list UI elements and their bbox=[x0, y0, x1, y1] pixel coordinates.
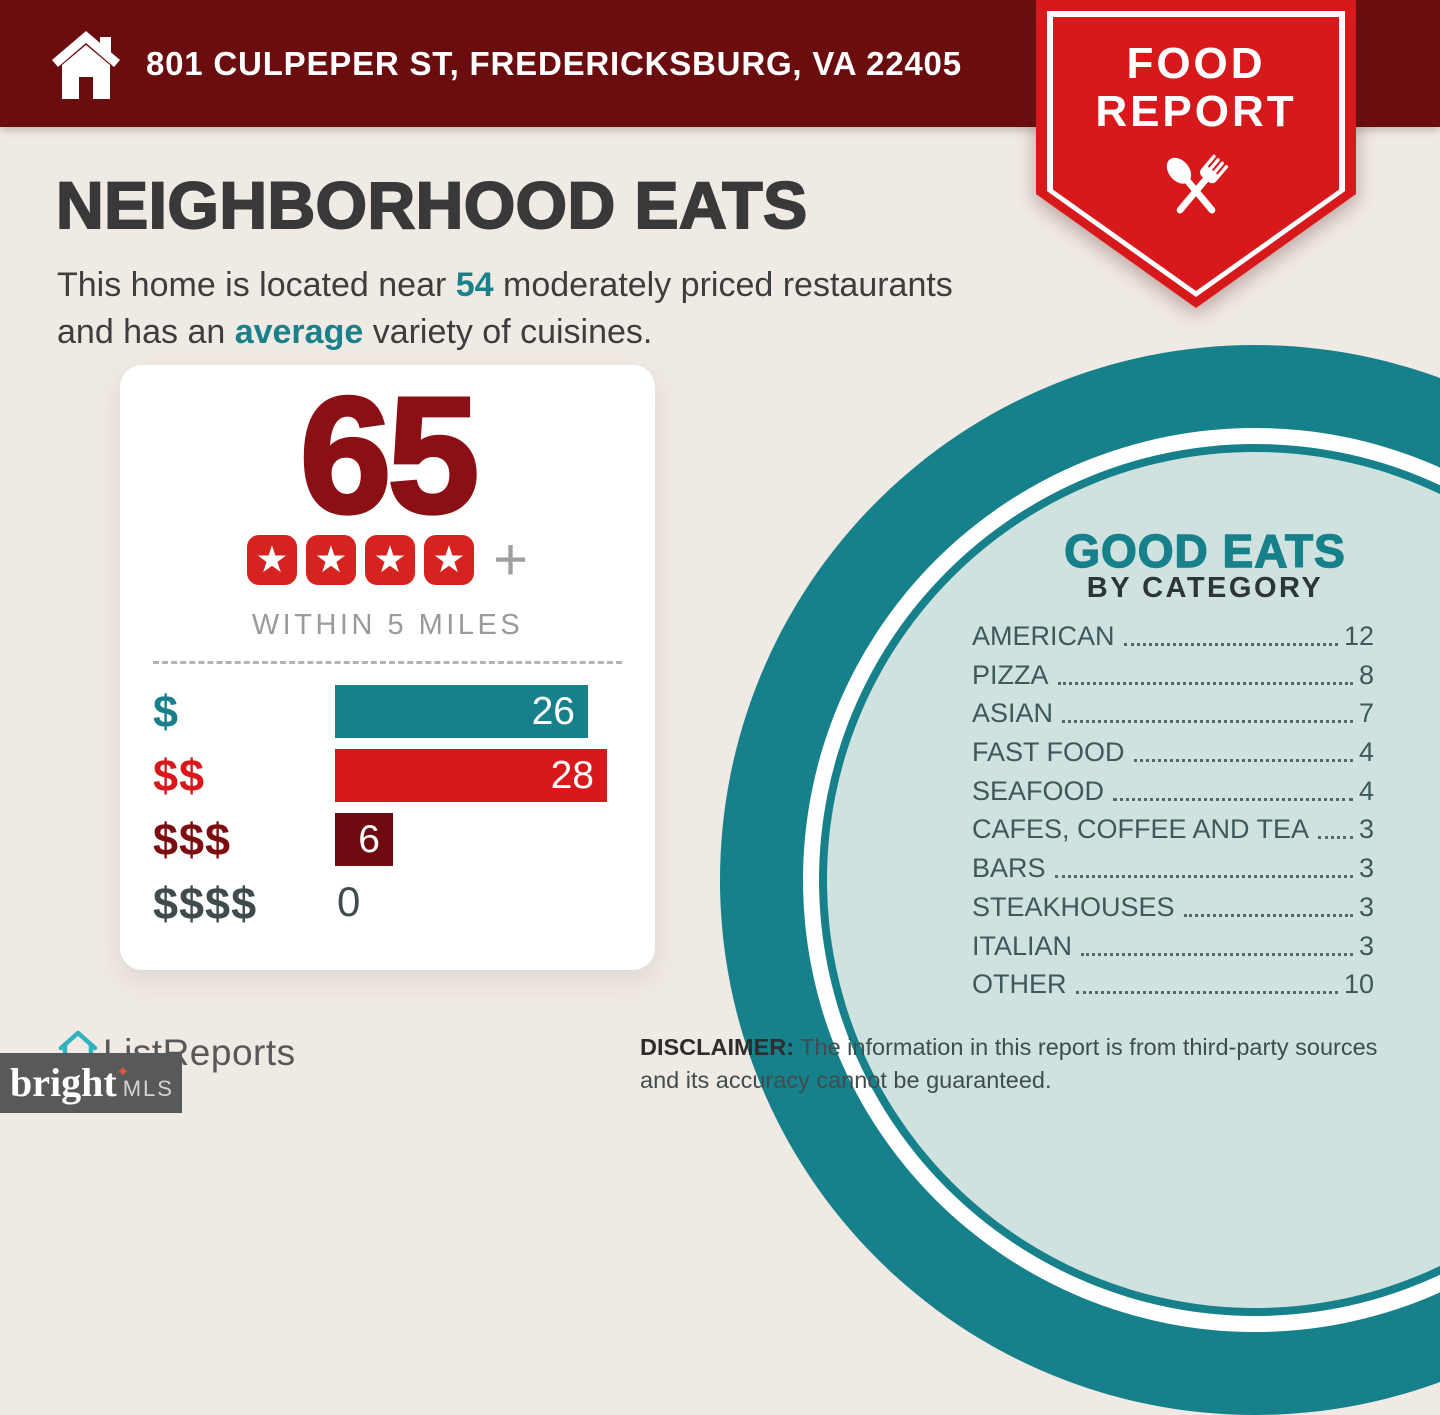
category-count: 7 bbox=[1358, 698, 1374, 729]
dotted-leader bbox=[1057, 681, 1353, 685]
category-row: ITALIAN 3 bbox=[972, 930, 1374, 962]
bright-wordmark: bright bbox=[10, 1060, 117, 1105]
good-eats-title: GOOD EATS bbox=[1063, 524, 1346, 577]
plus-icon: + bbox=[492, 526, 529, 593]
subtitle-post: variety of cuisines. bbox=[363, 312, 653, 351]
badge-title-line1: FOOD bbox=[1126, 39, 1266, 88]
page-title: NEIGHBORHOOD EATS bbox=[55, 168, 808, 242]
dotted-leader bbox=[1054, 875, 1353, 879]
property-address: 801 CULPEPER ST, FREDERICKSBURG, VA 2240… bbox=[146, 44, 962, 82]
dotted-leader bbox=[1081, 952, 1353, 956]
food-score: 65 bbox=[298, 363, 482, 547]
category-row: SEAFOOD 4 bbox=[972, 775, 1374, 807]
category-row: AMERICAN 12 bbox=[972, 621, 1374, 652]
subtitle-mid: moderately priced restaurants and has an bbox=[57, 266, 953, 351]
dotted-leader bbox=[1113, 797, 1353, 801]
price-tier-label: $$$ bbox=[153, 813, 232, 865]
category-row: FAST FOOD 4 bbox=[972, 737, 1374, 768]
bar: 28 bbox=[335, 749, 607, 802]
dotted-leader bbox=[1183, 913, 1353, 917]
category-count: 3 bbox=[1358, 930, 1374, 961]
dotted-leader bbox=[1133, 759, 1353, 763]
bar: 26 bbox=[335, 685, 588, 738]
bright-star-icon: ✦ bbox=[116, 1064, 130, 1081]
price-tier-row: $26 bbox=[153, 685, 622, 738]
bright-mls-logo: bright ✦ MLS bbox=[0, 1053, 182, 1113]
price-tier-label: $ bbox=[153, 685, 180, 737]
price-tier-bar-chart: $26 $$ 28 $$$ 6 $$$$ 0 bbox=[153, 685, 622, 941]
dashed-divider bbox=[153, 661, 622, 664]
star-rating: ★ ★ ★ ★ + bbox=[120, 526, 655, 593]
radius-caption: WITHIN 5 MILES bbox=[251, 609, 524, 641]
category-count: 8 bbox=[1358, 659, 1374, 690]
disclaimer-label: DISCLAIMER: bbox=[640, 1034, 795, 1060]
category-label: PIZZA bbox=[972, 659, 1049, 690]
spoon-fork-crossed-icon bbox=[1166, 154, 1229, 214]
category-row: ASIAN 7 bbox=[972, 698, 1374, 729]
category-count: 4 bbox=[1358, 775, 1374, 806]
mls-wordmark: MLS bbox=[122, 1076, 174, 1101]
category-row: CAFES, COFFEE AND TEA 3 bbox=[972, 814, 1374, 845]
category-count: 3 bbox=[1358, 814, 1374, 845]
category-list: AMERICAN 12 PIZZA 8 ASIAN 7 FAST FOOD 4 SEAFOOD 4… bbox=[972, 621, 1374, 1011]
star-icon: ★ bbox=[246, 535, 297, 585]
price-tier-row: $$$ 6 bbox=[153, 813, 622, 866]
bar-track: 26 bbox=[335, 685, 622, 738]
price-tier-row: $$$$ 0 bbox=[153, 877, 622, 930]
restaurant-count: 54 bbox=[455, 266, 494, 304]
category-label: BARS bbox=[972, 853, 1046, 884]
bar-track: 28 bbox=[335, 749, 622, 802]
variety-highlight: average bbox=[234, 312, 364, 351]
good-eats-subtitle: BY CATEGORY bbox=[1086, 572, 1324, 604]
category-count: 3 bbox=[1358, 853, 1374, 884]
home-icon bbox=[52, 31, 120, 99]
price-tier-row: $$ 28 bbox=[153, 749, 622, 802]
category-count: 12 bbox=[1343, 621, 1374, 651]
category-label: ASIAN bbox=[972, 698, 1054, 729]
category-count: 4 bbox=[1358, 737, 1374, 768]
category-count: 3 bbox=[1358, 891, 1374, 922]
category-label: AMERICAN bbox=[972, 621, 1115, 651]
category-row: PIZZA 8 bbox=[972, 659, 1374, 691]
dotted-leader bbox=[1318, 836, 1353, 840]
category-label: FAST FOOD bbox=[972, 737, 1125, 768]
bar: 6 bbox=[335, 813, 393, 866]
category-label: SEAFOOD bbox=[972, 775, 1105, 806]
star-icon: ★ bbox=[423, 535, 474, 585]
dotted-leader bbox=[1123, 643, 1338, 646]
star-icon: ★ bbox=[305, 535, 356, 585]
price-tier-label: $$$$ bbox=[153, 877, 258, 929]
category-row: OTHER 10 bbox=[972, 969, 1374, 1000]
dotted-leader bbox=[1075, 991, 1338, 995]
score-card: 65 ★ ★ ★ ★ + WITHIN 5 MILES $26 $$ 28 $$$ 6 $$$$ 0 bbox=[120, 365, 655, 970]
price-tier-label: $$ bbox=[153, 749, 206, 801]
category-label: CAFES, COFFEE AND TEA bbox=[972, 814, 1310, 845]
zero-value: 0 bbox=[337, 878, 361, 925]
dotted-leader bbox=[1062, 720, 1353, 724]
page-subtitle: This home is located near 54 moderately … bbox=[57, 262, 1017, 356]
disclaimer: DISCLAIMER: The information in this repo… bbox=[640, 1031, 1398, 1097]
category-row: BARS 3 bbox=[972, 853, 1374, 884]
bar-track: 6 bbox=[335, 813, 622, 866]
category-label: ITALIAN bbox=[972, 930, 1073, 961]
badge-title-line2: REPORT bbox=[1095, 87, 1297, 136]
disclaimer-text: The information in this report is from t… bbox=[640, 1034, 1378, 1093]
category-count: 10 bbox=[1343, 969, 1374, 1000]
category-row: STEAKHOUSES 3 bbox=[972, 891, 1374, 923]
subtitle-pre: This home is located near bbox=[57, 266, 456, 304]
bar-track: 0 bbox=[335, 877, 622, 930]
star-icon: ★ bbox=[364, 535, 415, 585]
food-report-badge: FOOD REPORT bbox=[1036, 0, 1356, 308]
category-label: OTHER bbox=[972, 969, 1067, 1000]
category-label: STEAKHOUSES bbox=[972, 891, 1175, 922]
